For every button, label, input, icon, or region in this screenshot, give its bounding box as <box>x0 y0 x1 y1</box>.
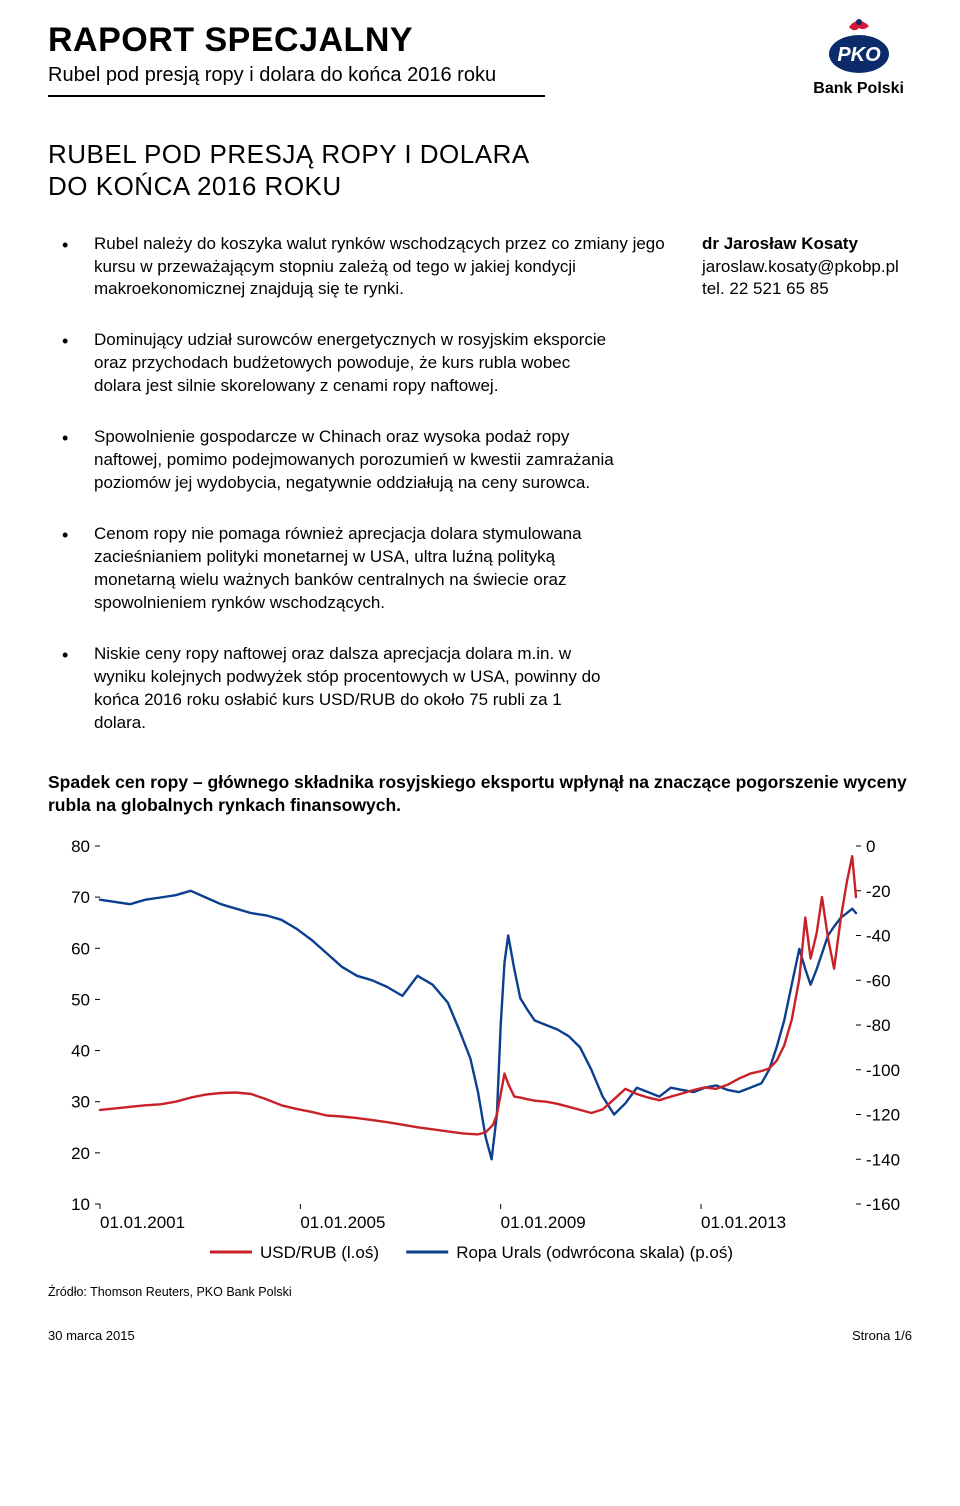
svg-text:50: 50 <box>71 990 90 1009</box>
bullets-first: Rubel należy do koszyka walut rynków wsc… <box>48 233 682 330</box>
pko-logo-icon: PKO <box>820 18 898 76</box>
bullet-item: Spowolnienie gospodarcze w Chinach oraz … <box>48 426 618 495</box>
svg-text:-100: -100 <box>866 1061 900 1080</box>
svg-text:01.01.2013: 01.01.2013 <box>701 1213 786 1232</box>
author-phone: tel. 22 521 65 85 <box>702 278 912 301</box>
chart-source: Źródło: Thomson Reuters, PKO Bank Polski <box>48 1284 912 1301</box>
report-title: RAPORT SPECJALNY <box>48 18 813 64</box>
svg-text:-120: -120 <box>866 1105 900 1124</box>
svg-text:-40: -40 <box>866 926 891 945</box>
svg-text:0: 0 <box>866 837 875 856</box>
svg-text:PKO: PKO <box>837 44 881 66</box>
svg-text:10: 10 <box>71 1195 90 1214</box>
svg-text:-20: -20 <box>866 882 891 901</box>
bank-logo: PKO Bank Polski <box>813 18 904 100</box>
author-email: jaroslaw.kosaty@pkobp.pl <box>702 256 912 279</box>
svg-text:-140: -140 <box>866 1150 900 1169</box>
line-chart: 80 70 60 50 40 30 20 10 0 -20 -40 -60 -80 -100 -120 -14… <box>48 836 918 1276</box>
svg-text:01.01.2009: 01.01.2009 <box>501 1213 586 1232</box>
chart-intro: Spadek cen ropy – głównego składnika ros… <box>48 771 912 818</box>
heading-line2: DO KOŃCA 2016 ROKU <box>48 171 342 201</box>
author-name: dr Jarosław Kosaty <box>702 233 912 256</box>
svg-text:40: 40 <box>71 1041 90 1060</box>
author-block: dr Jarosław Kosaty jaroslaw.kosaty@pkobp… <box>702 233 912 302</box>
svg-text:-160: -160 <box>866 1195 900 1214</box>
chart-container: 80 70 60 50 40 30 20 10 0 -20 -40 -60 -80 -100 -120 -14… <box>48 836 918 1276</box>
svg-text:20: 20 <box>71 1144 90 1163</box>
bullet-item: Rubel należy do koszyka walut rynków wsc… <box>48 233 682 302</box>
bullet-item: Niskie ceny ropy naftowej oraz dalsza ap… <box>48 643 618 735</box>
svg-text:-80: -80 <box>866 1016 891 1035</box>
bullets-rest: Dominujący udział surowców energetycznyc… <box>48 329 618 734</box>
svg-text:80: 80 <box>71 837 90 856</box>
intro-columns: Rubel należy do koszyka walut rynków wsc… <box>48 233 912 330</box>
svg-text:01.01.2005: 01.01.2005 <box>300 1213 385 1232</box>
heading-line1: RUBEL POD PRESJĄ ROPY I DOLARA <box>48 139 530 169</box>
svg-text:30: 30 <box>71 1092 90 1111</box>
footer-page: Strona 1/6 <box>852 1327 912 1345</box>
header: RAPORT SPECJALNY Rubel pod presją ropy i… <box>48 18 912 100</box>
bullet-item: Dominujący udział surowców energetycznyc… <box>48 329 618 398</box>
chart-section: Spadek cen ropy – głównego składnika ros… <box>48 771 912 1301</box>
svg-text:60: 60 <box>71 939 90 958</box>
footer-date: 30 marca 2015 <box>48 1327 135 1345</box>
svg-text:USD/RUB (l.oś): USD/RUB (l.oś) <box>260 1243 379 1262</box>
svg-text:01.01.2001: 01.01.2001 <box>100 1213 185 1232</box>
svg-text:-60: -60 <box>866 971 891 990</box>
svg-text:Ropa Urals (odwrócona skala) (: Ropa Urals (odwrócona skala) (p.oś) <box>456 1243 733 1262</box>
bullet-item: Cenom ropy nie pomaga również aprecjacja… <box>48 523 618 615</box>
document-heading: RUBEL POD PRESJĄ ROPY I DOLARA DO KOŃCA … <box>48 138 912 203</box>
page-footer: 30 marca 2015 Strona 1/6 <box>48 1327 912 1345</box>
header-rule <box>48 95 545 97</box>
logo-caption: Bank Polski <box>813 78 904 100</box>
svg-text:70: 70 <box>71 888 90 907</box>
report-subtitle: Rubel pod presją ropy i dolara do końca … <box>48 62 813 89</box>
header-text: RAPORT SPECJALNY Rubel pod presją ropy i… <box>48 18 813 97</box>
